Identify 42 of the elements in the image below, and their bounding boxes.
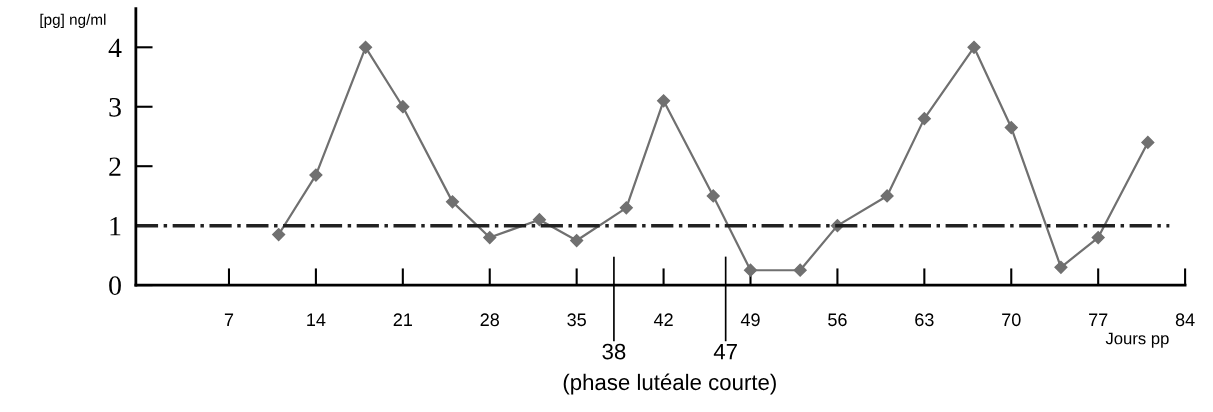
point <box>1054 260 1068 274</box>
point <box>967 40 981 54</box>
point <box>656 94 671 108</box>
point <box>445 195 460 209</box>
point <box>396 100 410 114</box>
point <box>570 233 584 248</box>
point <box>880 189 894 203</box>
point <box>1091 230 1105 245</box>
x-tick-label: 70 <box>1002 313 1021 327</box>
point <box>532 213 546 227</box>
y-tick-label: 0 <box>109 276 121 296</box>
point <box>793 263 807 277</box>
ref-line-label: 38 <box>602 343 626 360</box>
y-axis-title: [pg] ng/ml <box>40 13 106 28</box>
x-tick-label: 49 <box>740 313 760 327</box>
x-axis-title: Jours pp <box>1105 332 1169 348</box>
point <box>1004 120 1018 135</box>
text: (phase lutéale courte) <box>563 373 776 395</box>
x-tick-label: 84 <box>1175 313 1195 327</box>
point <box>619 201 633 215</box>
point <box>1141 135 1155 150</box>
x-tick-label: 28 <box>480 313 499 327</box>
x-tick-label: 77 <box>1089 313 1108 326</box>
x-tick-label: 7 <box>224 313 234 326</box>
x-tick-label: 63 <box>915 313 934 327</box>
point <box>743 263 758 277</box>
y-tick-label: 4 <box>108 38 122 57</box>
point <box>483 230 497 245</box>
point <box>917 112 931 126</box>
x-tick-label: 14 <box>307 313 326 326</box>
y-tick-label: 1 <box>110 216 121 236</box>
y-tick-label: 2 <box>109 157 121 176</box>
point <box>706 189 720 203</box>
point <box>358 40 373 54</box>
x-tick-label: 35 <box>567 313 586 327</box>
x-tick-label: 42 <box>653 313 673 326</box>
point <box>309 168 323 182</box>
x-tick-label: 21 <box>393 313 412 326</box>
x-tick-label: 56 <box>828 313 847 327</box>
ref-line-label: 47 <box>713 343 737 360</box>
point <box>272 227 286 242</box>
y-tick-label: 3 <box>109 97 121 117</box>
